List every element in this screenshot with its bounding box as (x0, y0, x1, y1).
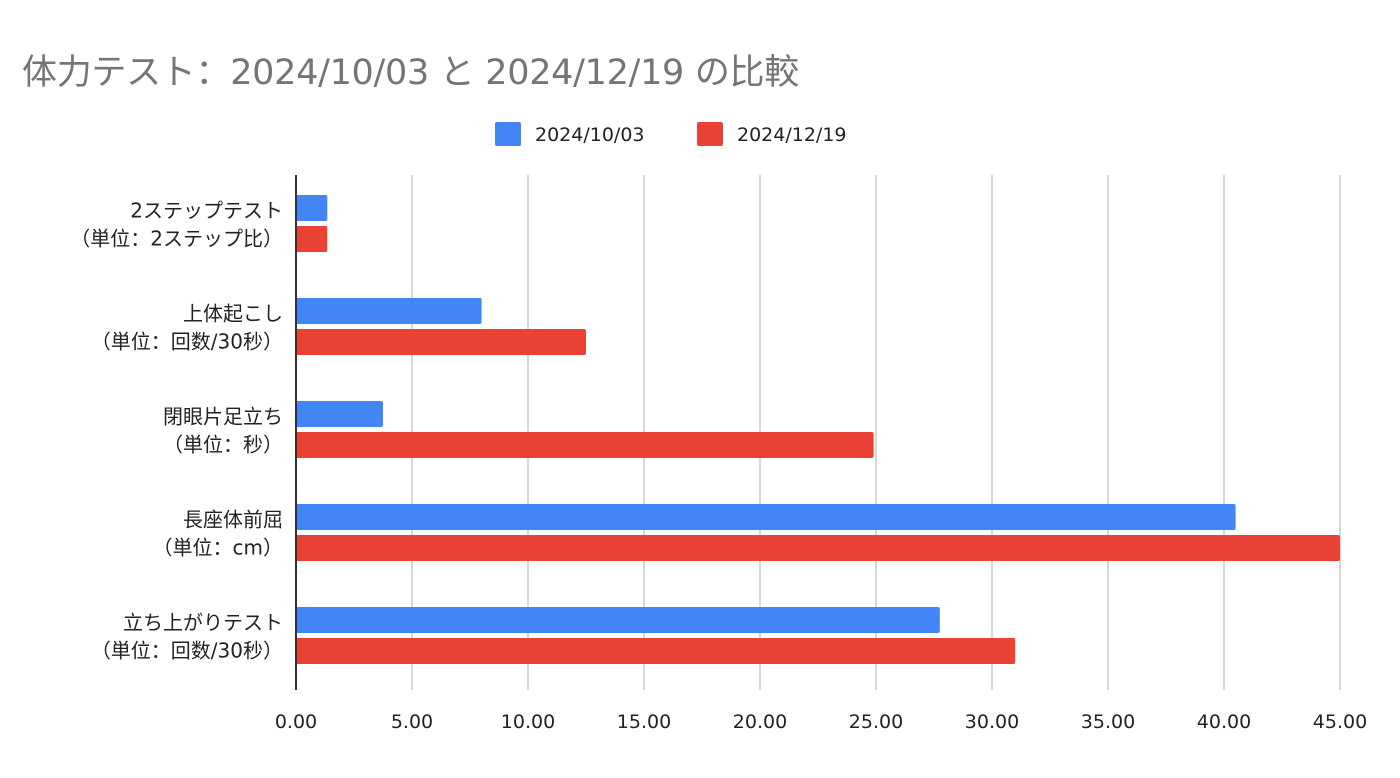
x-tick-label: 15.00 (617, 711, 671, 733)
bar-series1 (296, 195, 328, 221)
x-tick-label: 30.00 (965, 711, 1019, 733)
legend: 2024/10/03 2024/12/19 (495, 122, 847, 146)
category-unit-label: （単位：回数/30秒） (91, 330, 283, 354)
x-tick-label: 10.00 (501, 711, 555, 733)
legend-swatch (697, 122, 723, 146)
bar-series2 (296, 535, 1340, 561)
x-tick-label: 5.00 (391, 711, 433, 733)
category-label: 長座体前屈 (183, 508, 283, 532)
x-tick-label: 35.00 (1081, 711, 1135, 733)
bar-series1 (296, 607, 940, 633)
chart-title: 体力テスト：2024/10/03 と 2024/12/19 の比較 (22, 53, 799, 93)
x-tick-label: 40.00 (1197, 711, 1251, 733)
category-unit-label: （単位：2ステップ比） (70, 227, 283, 251)
legend-swatch (495, 122, 521, 146)
bar-series2 (296, 226, 328, 252)
axes: 0.00 5.00 10.00 15.00 20.00 25.00 30.00 35.00 40… (70, 175, 1367, 733)
category-label: 立ち上がりテスト (123, 611, 283, 635)
bar-series1 (296, 298, 482, 324)
x-tick-label: 45.00 (1313, 711, 1367, 733)
x-tick-label: 0.00 (275, 711, 317, 733)
x-tick-label: 25.00 (849, 711, 903, 733)
bar-series2 (296, 638, 1016, 664)
category-unit-label: （単位：回数/30秒） (91, 639, 283, 663)
legend-label: 2024/10/03 (535, 124, 645, 146)
category-label: 上体起こし (183, 302, 283, 326)
bar-series1 (296, 401, 383, 427)
bars (296, 195, 1340, 664)
x-tick-label: 20.00 (733, 711, 787, 733)
category-unit-label: （単位：cm） (153, 536, 283, 560)
category-unit-label: （単位：秒） (163, 433, 283, 457)
bar-series1 (296, 504, 1236, 530)
category-label: 閉眼片足立ち (163, 405, 283, 429)
bar-series2 (296, 432, 874, 458)
bar-series2 (296, 329, 586, 355)
category-label: 2ステップテスト (130, 199, 283, 223)
legend-label: 2024/12/19 (737, 124, 847, 146)
